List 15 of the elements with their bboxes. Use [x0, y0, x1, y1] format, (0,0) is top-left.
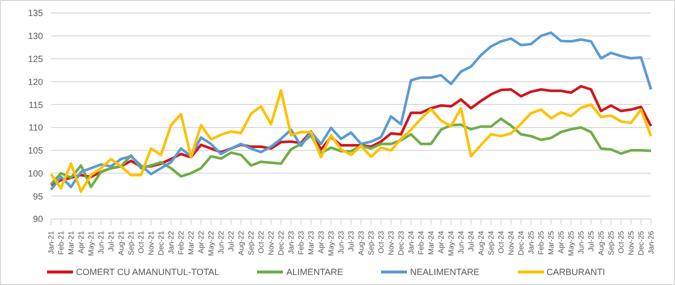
legend-label: ALIMENTARE [286, 267, 344, 277]
y-tick-label: 105 [28, 146, 43, 156]
y-tick-label: 115 [28, 100, 43, 110]
y-tick-label: 130 [28, 31, 43, 42]
y-tick-label: 100 [28, 168, 43, 178]
legend-label: CARBURANTI [546, 267, 606, 277]
y-tick-label: 110 [28, 122, 43, 133]
y-tick-label: 120 [28, 76, 43, 87]
y-tick-label: 90 [32, 214, 43, 224]
legend-label: COMERT CU AMANUNTUL-TOTAL [76, 267, 220, 277]
legend-label: NEALIMENTARE [410, 267, 480, 277]
y-tick-label: 95 [32, 191, 43, 202]
line-series [50, 31, 652, 191]
y-tick-label: 135 [28, 8, 43, 18]
y-tick-label: 125 [28, 54, 43, 64]
